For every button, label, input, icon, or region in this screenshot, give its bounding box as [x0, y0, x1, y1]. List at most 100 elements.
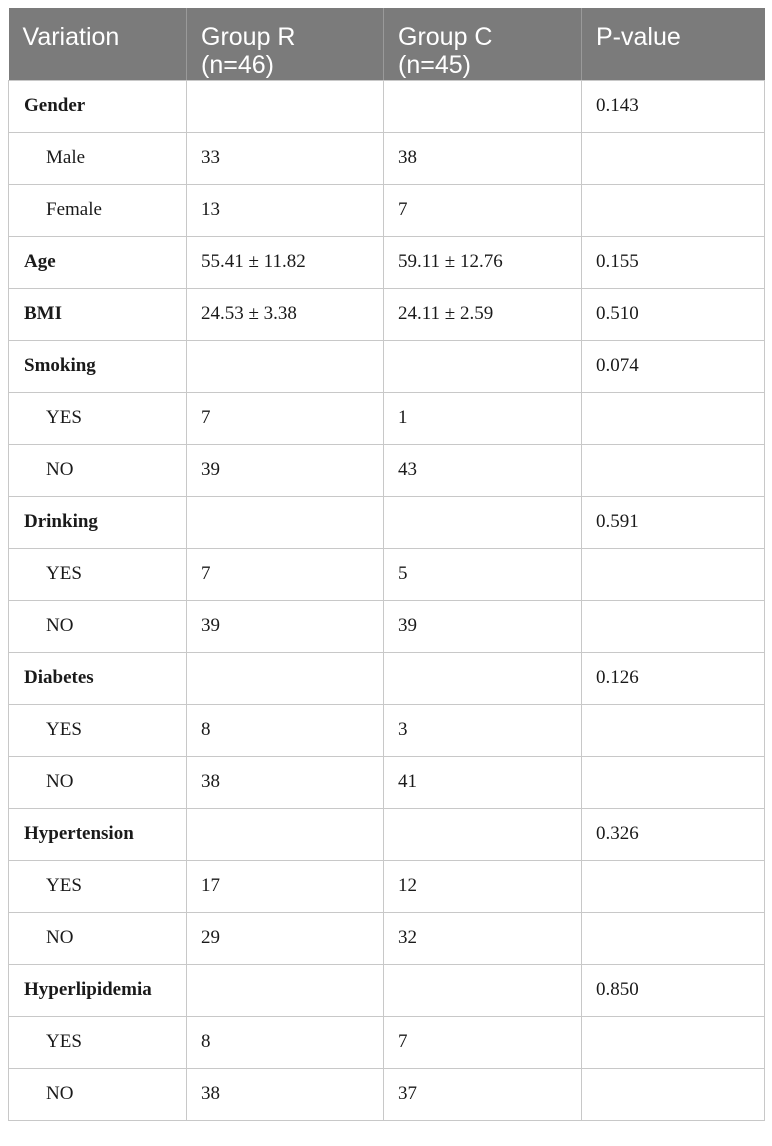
- header-row: Variation Group R (n=46) Group C (n=45) …: [8, 8, 765, 81]
- p-value: [581, 755, 765, 809]
- group-r-value: 38: [186, 755, 384, 809]
- row-label: Drinking: [8, 495, 187, 549]
- p-value: 0.326: [581, 807, 765, 861]
- row-label: NO: [8, 911, 187, 965]
- group-c-value: [383, 651, 582, 705]
- group-r-value: 33: [186, 131, 384, 185]
- group-c-value: 37: [383, 1067, 582, 1121]
- group-r-value: 8: [186, 703, 384, 757]
- group-r-value: 13: [186, 183, 384, 237]
- group-c-value: 1: [383, 391, 582, 445]
- p-value: [581, 703, 765, 757]
- group-c-value: 7: [383, 1015, 582, 1069]
- table-row: YES 7 5: [8, 547, 765, 601]
- group-c-value: [383, 339, 582, 393]
- group-c-value: 43: [383, 443, 582, 497]
- p-value: [581, 183, 765, 237]
- group-r-value: 55.41 ± 11.82: [186, 235, 384, 289]
- row-label: NO: [8, 1067, 187, 1121]
- group-c-value: [383, 495, 582, 549]
- table-row: NO 39 43: [8, 443, 765, 497]
- header-group-r: Group R (n=46): [186, 8, 384, 81]
- group-c-value: 3: [383, 703, 582, 757]
- group-r-value: 24.53 ± 3.38: [186, 287, 384, 341]
- p-value: 0.850: [581, 963, 765, 1017]
- row-label: YES: [8, 391, 187, 445]
- group-r-value: 39: [186, 599, 384, 653]
- group-c-value: [383, 79, 582, 133]
- row-label: NO: [8, 755, 187, 809]
- table-row: YES 8 7: [8, 1015, 765, 1069]
- group-c-value: 12: [383, 859, 582, 913]
- group-r-value: 29: [186, 911, 384, 965]
- group-r-value: 17: [186, 859, 384, 913]
- row-label: YES: [8, 547, 187, 601]
- p-value: [581, 911, 765, 965]
- row-label: NO: [8, 443, 187, 497]
- table-row: Gender 0.143: [8, 79, 765, 133]
- table-row: Male 33 38: [8, 131, 765, 185]
- table-row: YES 17 12: [8, 859, 765, 913]
- table-row: Drinking 0.591: [8, 495, 765, 549]
- row-label: NO: [8, 599, 187, 653]
- row-label: YES: [8, 859, 187, 913]
- header-variation: Variation: [8, 8, 187, 81]
- header-p-value: P-value: [581, 8, 765, 81]
- table-row: NO 39 39: [8, 599, 765, 653]
- table-row: NO 29 32: [8, 911, 765, 965]
- p-value: [581, 859, 765, 913]
- row-label: Age: [8, 235, 187, 289]
- group-r-value: [186, 963, 384, 1017]
- row-label: Gender: [8, 79, 187, 133]
- row-label: Male: [8, 131, 187, 185]
- table-body: Gender 0.143 Male 33 38 Female 13 7 Age 55.41 ± 1…: [8, 79, 765, 1121]
- group-c-value: [383, 807, 582, 861]
- group-r-value: [186, 79, 384, 133]
- table-row: Age 55.41 ± 11.82 59.11 ± 12.76 0.155: [8, 235, 765, 289]
- p-value: [581, 1015, 765, 1069]
- p-value: 0.143: [581, 79, 765, 133]
- group-c-value: 7: [383, 183, 582, 237]
- p-value: 0.155: [581, 235, 765, 289]
- row-label: Female: [8, 183, 187, 237]
- group-r-value: [186, 807, 384, 861]
- row-label: YES: [8, 703, 187, 757]
- group-r-value: [186, 339, 384, 393]
- table-row: Smoking 0.074: [8, 339, 765, 393]
- group-r-value: 39: [186, 443, 384, 497]
- p-value: 0.126: [581, 651, 765, 705]
- header-group-c: Group C (n=45): [383, 8, 582, 81]
- row-label: Smoking: [8, 339, 187, 393]
- group-c-value: 59.11 ± 12.76: [383, 235, 582, 289]
- p-value: 0.591: [581, 495, 765, 549]
- group-c-value: 41: [383, 755, 582, 809]
- p-value: 0.074: [581, 339, 765, 393]
- table-row: YES 7 1: [8, 391, 765, 445]
- group-r-value: 8: [186, 1015, 384, 1069]
- p-value: [581, 443, 765, 497]
- row-label: Hyperlipidemia: [8, 963, 187, 1017]
- table-row: Female 13 7: [8, 183, 765, 237]
- baseline-characteristics-table: Variation Group R (n=46) Group C (n=45) …: [8, 8, 765, 1121]
- p-value: [581, 391, 765, 445]
- table-row: Hypertension 0.326: [8, 807, 765, 861]
- group-c-value: 24.11 ± 2.59: [383, 287, 582, 341]
- table-row: Hyperlipidemia 0.850: [8, 963, 765, 1017]
- group-c-value: 38: [383, 131, 582, 185]
- table-row: Diabetes 0.126: [8, 651, 765, 705]
- table-header: Variation Group R (n=46) Group C (n=45) …: [8, 8, 765, 81]
- group-r-value: 38: [186, 1067, 384, 1121]
- table-row: NO 38 41: [8, 755, 765, 809]
- row-label: BMI: [8, 287, 187, 341]
- table-row: YES 8 3: [8, 703, 765, 757]
- p-value: [581, 599, 765, 653]
- group-c-value: 5: [383, 547, 582, 601]
- p-value: [581, 131, 765, 185]
- p-value: [581, 547, 765, 601]
- group-c-value: 32: [383, 911, 582, 965]
- group-c-value: [383, 963, 582, 1017]
- group-r-value: [186, 495, 384, 549]
- group-r-value: 7: [186, 391, 384, 445]
- group-r-value: [186, 651, 384, 705]
- p-value: [581, 1067, 765, 1121]
